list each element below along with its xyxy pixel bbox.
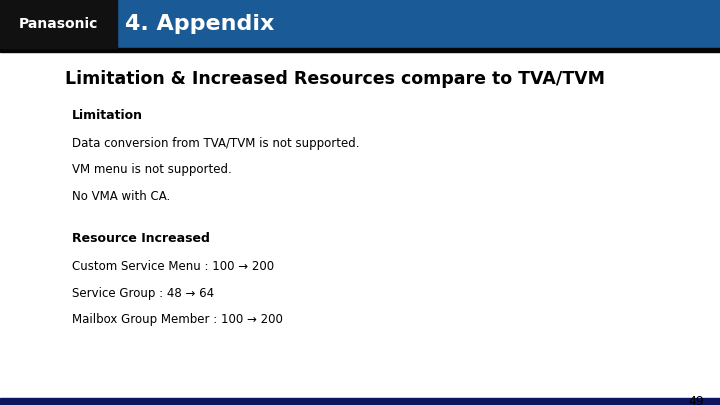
Bar	[0, 0, 720, 48]
Text: Mailbox Group Member : 100 → 200: Mailbox Group Member : 100 → 200	[72, 313, 283, 326]
Text: Resource Increased: Resource Increased	[72, 232, 210, 245]
Text: 49: 49	[688, 395, 704, 405]
Text: Custom Service Menu : 100 → 200: Custom Service Menu : 100 → 200	[72, 260, 274, 273]
Text: Data conversion from TVA/TVM is not supported.: Data conversion from TVA/TVM is not supp…	[72, 137, 359, 150]
Text: Panasonic: Panasonic	[19, 17, 99, 31]
Text: Limitation & Increased Resources compare to TVA/TVM: Limitation & Increased Resources compare…	[65, 70, 605, 88]
Text: No VMA with CA.: No VMA with CA.	[72, 190, 170, 202]
Text: VM menu is not supported.: VM menu is not supported.	[72, 163, 232, 176]
Bar	[0, 398, 720, 405]
Bar	[0, 48, 720, 52]
Bar	[0, 0, 117, 48]
Text: Service Group : 48 → 64: Service Group : 48 → 64	[72, 287, 214, 300]
Text: Limitation: Limitation	[72, 109, 143, 122]
Text: 4. Appendix: 4. Appendix	[125, 14, 274, 34]
